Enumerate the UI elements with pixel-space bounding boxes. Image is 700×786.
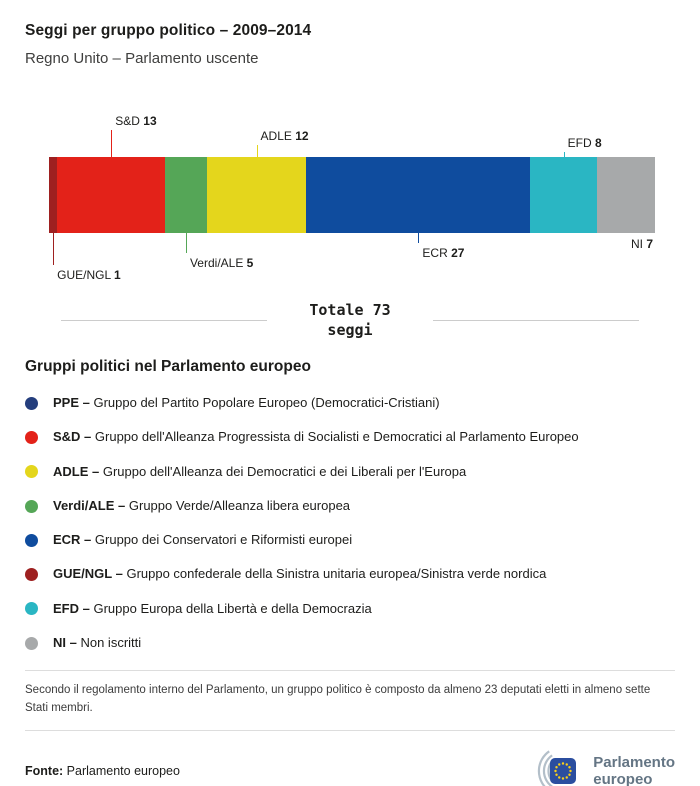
bar-label-efd: EFD 8: [568, 136, 602, 150]
bar-label-verdi-ale: Verdi/ALE 5: [190, 256, 253, 270]
european-parliament-logo: Parlamento europeo: [519, 743, 675, 786]
page-title: Seggi per gruppo politico – 2009–2014: [25, 22, 312, 39]
legend-item-ni: NI – Non iscritti: [25, 635, 675, 651]
source-value: Parlamento europeo: [66, 764, 180, 778]
bar-label-name: ECR: [422, 246, 452, 260]
legend-item-ecr: ECR – Gruppo dei Conservatori e Riformis…: [25, 532, 675, 548]
legend-label-ecr: ECR – Gruppo dei Conservatori e Riformis…: [53, 532, 353, 548]
bar-label-name: S&D: [115, 114, 144, 128]
legend-item-verdi-ale: Verdi/ALE – Gruppo Verde/Alleanza libera…: [25, 497, 675, 513]
leader-line-s-d: [111, 130, 113, 157]
bar-segment-s-d: [57, 157, 166, 233]
legend-item-adle: ADLE – Gruppo dell'Alleanza dei Democrat…: [25, 463, 675, 479]
leader-line-gue-ngl: [53, 233, 55, 265]
bar-label-value: 12: [295, 129, 309, 143]
stacked-bar: [49, 157, 655, 233]
bar-label-value: 1: [114, 268, 121, 282]
bar-segment-ecr: [306, 157, 531, 233]
legend-label-verdi-ale: Verdi/ALE – Gruppo Verde/Alleanza libera…: [53, 497, 351, 513]
leader-line-ecr: [418, 233, 420, 243]
bar-label-name: EFD: [567, 136, 596, 150]
legend-heading: Gruppi politici nel Parlamento europeo: [25, 358, 311, 375]
seat-distribution-chart: GUE/NGL 1 S&D 13 Verdi/ALE 5 ADLE 12 ECR 27 E…: [25, 105, 675, 291]
bar-label-value: 5: [246, 256, 254, 270]
legend-dot-verdi-ale: [25, 499, 38, 513]
legend-dot-s-d: [25, 430, 38, 444]
legend-label-ppe: PPE – Gruppo del Partito Popolare Europe…: [53, 395, 440, 410]
bar-segment-verdi-ale: [165, 157, 207, 233]
legend-dot-ppe: [25, 396, 38, 410]
legend-label-ni: NI – Non iscritti: [53, 635, 142, 651]
logo-word-1: Parlamento: [593, 753, 675, 771]
total-seats-row: Totale 73 seggi: [61, 301, 639, 340]
bar-label-ecr: ECR 27: [422, 246, 464, 260]
bar-segment-efd: [530, 157, 597, 233]
bar-label-value: 27: [451, 246, 465, 260]
bar-label-gue-ngl: GUE/NGL 1: [57, 268, 121, 282]
footnote: Secondo il regolamento interno del Parla…: [25, 684, 651, 715]
footer: Fonte: Parlamento europeo Parlament: [25, 743, 675, 786]
bar-segment-adle: [206, 157, 307, 233]
page-subtitle: Regno Unito – Parlamento uscente: [25, 50, 259, 67]
legend-dot-adle: [25, 465, 38, 479]
bar-label-value: 7: [646, 237, 653, 251]
source-line: Fonte: Parlamento europeo: [25, 764, 180, 778]
bar-label-name: ADLE: [260, 129, 296, 143]
bar-label-value: 13: [143, 114, 157, 128]
legend-label-efd: EFD – Gruppo Europa della Libertà e dell…: [53, 600, 372, 616]
legend-dot-ni: [25, 636, 38, 650]
ep-hemicycle-flag-icon: [538, 750, 577, 786]
legend-label-s-d: S&D – Gruppo dell'Alleanza Progressista …: [53, 429, 579, 445]
logo-word-2: europeo: [593, 771, 653, 786]
legend-item-ppe: PPE – Gruppo del Partito Popolare Europe…: [25, 395, 675, 410]
bar-label-s-d: S&D 13: [115, 114, 156, 128]
divider-top: [25, 670, 675, 672]
legend-item-s-d: S&D – Gruppo dell'Alleanza Progressista …: [25, 429, 675, 445]
total-line-2: seggi: [327, 320, 373, 339]
bar-label-name: Verdi/ALE: [189, 256, 247, 270]
legend-dot-gue-ngl: [25, 568, 38, 582]
bar-segment-ni: [596, 157, 655, 233]
legend-item-gue-ngl: GUE/NGL – Gruppo confederale della Sinis…: [25, 567, 675, 581]
leader-line-efd: [563, 152, 565, 157]
bar-label-value: 8: [595, 136, 602, 150]
total-rule-left: [61, 320, 268, 321]
legend-dot-ecr: [25, 533, 38, 547]
leader-line-verdi-ale: [185, 233, 187, 253]
logo-wordmark: Parlamento europeo: [593, 754, 675, 786]
legend-list: PPE – Gruppo del Partito Popolare Europe…: [25, 395, 675, 651]
total-seats-label: Totale 73 seggi: [267, 301, 432, 340]
source-label: Fonte:: [25, 764, 64, 778]
legend-dot-efd: [25, 602, 38, 616]
legend-item-efd: EFD – Gruppo Europa della Libertà e dell…: [25, 600, 675, 616]
bar-label-ni: NI 7: [631, 237, 653, 251]
legend-label-gue-ngl: GUE/NGL – Gruppo confederale della Sinis…: [53, 566, 547, 582]
total-rule-right: [432, 320, 639, 321]
bar-label-name: GUE/NGL: [57, 268, 115, 282]
bar-label-adle: ADLE 12: [261, 129, 309, 143]
total-line-1: Totale 73: [309, 301, 391, 319]
legend-label-adle: ADLE – Gruppo dell'Alleanza dei Democrat…: [53, 463, 467, 479]
divider-bottom: [25, 730, 675, 731]
bar-label-name: NI: [630, 237, 647, 251]
bar-segment-gue-ngl: [49, 157, 58, 233]
leader-line-adle: [256, 145, 258, 157]
